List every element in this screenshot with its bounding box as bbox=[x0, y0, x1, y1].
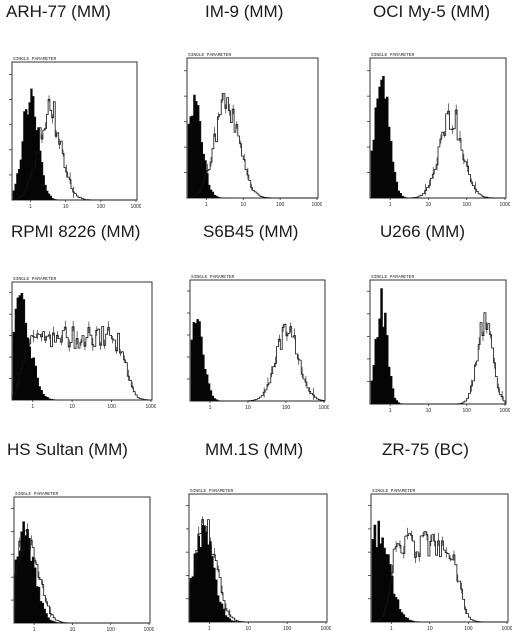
histogram-svg: SINGLE PARAMETER 1 10 100 1000 bbox=[186, 488, 331, 632]
x-tick-label: 1 bbox=[205, 202, 208, 208]
x-tick-label: 1000 bbox=[499, 202, 510, 208]
x-tick-label: 1 bbox=[208, 626, 211, 632]
x-tick-label: 10 bbox=[427, 626, 433, 632]
x-tick-label: 1000 bbox=[143, 627, 154, 633]
x-tick-label: 10 bbox=[426, 408, 432, 414]
histogram-panel: SINGLE PARAMETER 1 10 100 1000 bbox=[6, 487, 154, 635]
stained-histogram bbox=[12, 99, 136, 201]
stained-histogram bbox=[371, 531, 507, 623]
panel-title: HS Sultan (MM) bbox=[7, 440, 128, 459]
histogram-svg: SINGLE PARAMETER 1 10 100 1000 bbox=[368, 488, 512, 632]
panel-title: MM.1S (MM) bbox=[205, 440, 304, 459]
control-histogram bbox=[12, 293, 151, 401]
x-tick-label: 10 bbox=[70, 627, 76, 633]
x-tick-label: 10 bbox=[63, 204, 69, 210]
x-tick-label: 1 bbox=[33, 627, 36, 633]
x-tick-label: 1 bbox=[209, 405, 212, 411]
stained-histogram bbox=[187, 93, 317, 199]
histogram-panel: SINGLE PARAMETER 1 10 100 1000 bbox=[179, 48, 322, 210]
x-tick-label: 10 bbox=[69, 404, 75, 410]
x-tick-label: 100 bbox=[107, 404, 116, 410]
x-tick-label: 1 bbox=[390, 626, 393, 632]
x-tick-label: 100 bbox=[97, 204, 106, 210]
header-label: SINGLE PARAMETER bbox=[372, 488, 416, 494]
header-label: SINGLE PARAMETER bbox=[191, 274, 235, 280]
stained-histogram bbox=[12, 326, 152, 401]
x-tick-label: 10 bbox=[241, 202, 247, 208]
x-tick-label: 100 bbox=[464, 626, 473, 632]
control-histogram bbox=[370, 288, 505, 405]
histogram-panel: SINGLE PARAMETER 1 10 100 1000 bbox=[4, 52, 141, 212]
x-tick-label: 10 bbox=[426, 202, 432, 208]
histogram-svg: SINGLE PARAMETER 1 10 100 1000 bbox=[187, 274, 329, 411]
x-tick-label: 1 bbox=[29, 204, 32, 210]
histogram-panel: SINGLE PARAMETER 1 10 100 1000 bbox=[363, 484, 512, 634]
header-label: SINGLE PARAMETER bbox=[15, 491, 59, 497]
x-tick-label: 1000 bbox=[130, 204, 141, 210]
plot-frame bbox=[189, 279, 326, 402]
x-tick-label: 1 bbox=[389, 202, 392, 208]
header-label: SINGLE PARAMETER bbox=[13, 56, 57, 62]
x-tick-label: 1000 bbox=[145, 404, 156, 410]
x-tick-label: 1 bbox=[389, 408, 392, 414]
stained-histogram bbox=[371, 312, 506, 405]
stained-histogram bbox=[14, 529, 149, 624]
x-tick-label: 1000 bbox=[318, 405, 329, 411]
x-tick-label: 100 bbox=[283, 626, 292, 632]
x-tick-label: 100 bbox=[463, 202, 472, 208]
x-tick-label: 100 bbox=[276, 202, 285, 208]
x-tick-label: 10 bbox=[246, 626, 252, 632]
histogram-panel: SINGLE PARAMETER 1 10 100 1000 bbox=[182, 270, 329, 413]
x-tick-label: 10 bbox=[245, 405, 251, 411]
histogram-panel: SINGLE PARAMETER 1 10 100 1000 bbox=[362, 270, 510, 416]
panel-title: IM-9 (MM) bbox=[205, 2, 284, 21]
panel-title: RPMI 8226 (MM) bbox=[11, 222, 141, 241]
x-tick-label: 1000 bbox=[311, 202, 322, 208]
x-tick-label: 100 bbox=[282, 405, 291, 411]
x-tick-label: 1 bbox=[31, 404, 34, 410]
panel-title: S6B45 (MM) bbox=[203, 222, 299, 241]
histogram-svg: SINGLE PARAMETER 1 10 100 1000 bbox=[9, 56, 141, 210]
panel-title: U266 (MM) bbox=[380, 222, 466, 241]
control-histogram bbox=[14, 521, 149, 624]
histogram-svg: SINGLE PARAMETER 1 10 100 1000 bbox=[11, 491, 154, 633]
stained-histogram bbox=[191, 323, 325, 402]
histogram-svg: SINGLE PARAMETER 1 10 100 1000 bbox=[184, 52, 322, 208]
histogram-svg: SINGLE PARAMETER 1 10 100 1000 bbox=[9, 276, 156, 410]
x-tick-label: 100 bbox=[463, 408, 472, 414]
panel-title: OCI My-5 (MM) bbox=[373, 2, 491, 21]
x-tick-label: 1000 bbox=[501, 626, 512, 632]
x-tick-label: 100 bbox=[107, 627, 116, 633]
histogram-svg: SINGLE PARAMETER 1 10 100 1000 bbox=[367, 52, 510, 208]
control-histogram bbox=[12, 88, 136, 201]
header-label: SINGLE PARAMETER bbox=[190, 488, 234, 494]
control-histogram bbox=[187, 94, 317, 199]
header-label: SINGLE PARAMETER bbox=[188, 52, 232, 58]
control-histogram bbox=[190, 319, 324, 402]
histogram-svg: SINGLE PARAMETER 1 10 100 1000 bbox=[367, 274, 510, 414]
header-label: SINGLE PARAMETER bbox=[371, 274, 415, 280]
x-tick-label: 1000 bbox=[499, 408, 510, 414]
x-tick-label: 1000 bbox=[320, 626, 331, 632]
histogram-panel: SINGLE PARAMETER 1 10 100 1000 bbox=[362, 48, 510, 210]
panel-title: ARH-77 (MM) bbox=[6, 2, 111, 21]
stained-histogram bbox=[189, 519, 326, 623]
header-label: SINGLE PARAMETER bbox=[13, 276, 57, 282]
header-label: SINGLE PARAMETER bbox=[371, 52, 415, 58]
histogram-panel: SINGLE PARAMETER 1 10 100 1000 bbox=[181, 484, 331, 634]
histogram-panel: SINGLE PARAMETER 1 10 100 1000 bbox=[4, 272, 156, 412]
control-histogram bbox=[370, 76, 505, 199]
panel-title: ZR-75 (BC) bbox=[382, 440, 469, 459]
